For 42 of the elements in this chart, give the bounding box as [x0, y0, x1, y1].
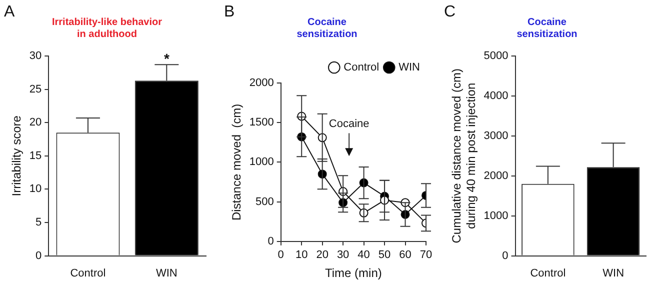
y-tick-label: 30 — [29, 50, 42, 62]
x-tick-label: 10 — [295, 249, 308, 262]
y-tick-label: 0 — [268, 235, 274, 248]
y-tick-label: 1500 — [249, 116, 274, 129]
y-axis-title: Cumulative distance moved (cm) during 40 min post injection — [450, 68, 478, 244]
y-tick-label: 5000 — [484, 50, 508, 62]
y-tick-label: 500 — [256, 196, 274, 208]
x-tick-label: 30 — [336, 249, 350, 262]
y-tick-label: 1000 — [249, 156, 274, 168]
x-tick-label: 60 — [399, 249, 412, 262]
y-tick-label: 1000 — [484, 210, 508, 222]
chart-title: Cocaine sensitization — [516, 16, 578, 40]
y-tick-label: 15 — [29, 150, 42, 162]
x-tick-label: Control — [530, 267, 566, 280]
y-tick-label: 2000 — [249, 77, 274, 90]
x-tick-label: WIN — [156, 267, 178, 280]
x-tick-label: WIN — [602, 267, 624, 280]
x-tick-label: 50 — [378, 249, 391, 262]
y-tick-label: 5 — [36, 216, 42, 229]
x-tick-label: 20 — [316, 249, 328, 262]
chart-title: Irritability-like behavior in adulthood — [52, 16, 162, 40]
x-tick-label: 0 — [278, 249, 284, 262]
x-tick-label: Control — [70, 267, 106, 280]
text: B — [224, 3, 235, 20]
y-tick-label: 2000 — [484, 170, 508, 182]
chart-title: Cocaine sensitization — [296, 16, 358, 40]
x-tick-label: 40 — [358, 249, 370, 262]
x-axis-title: Time (min) — [324, 266, 382, 280]
annotation: * — [164, 50, 170, 67]
y-tick-label: 25 — [29, 83, 42, 96]
legend-label: WIN — [398, 62, 420, 74]
annotation: Cocaine — [328, 118, 370, 130]
y-axis-title: Distance moved (cm) — [230, 104, 244, 221]
y-tick-label: 4000 — [484, 90, 508, 102]
y-tick-label: 10 — [29, 183, 42, 196]
x-tick-label: 70 — [420, 249, 432, 262]
y-tick-label: 20 — [29, 116, 42, 129]
legend-label: Control — [344, 62, 380, 74]
y-tick-label: 3000 — [484, 130, 508, 142]
text: C — [444, 3, 456, 20]
text: A — [4, 3, 15, 20]
y-axis-title: Irritability score — [10, 115, 24, 196]
